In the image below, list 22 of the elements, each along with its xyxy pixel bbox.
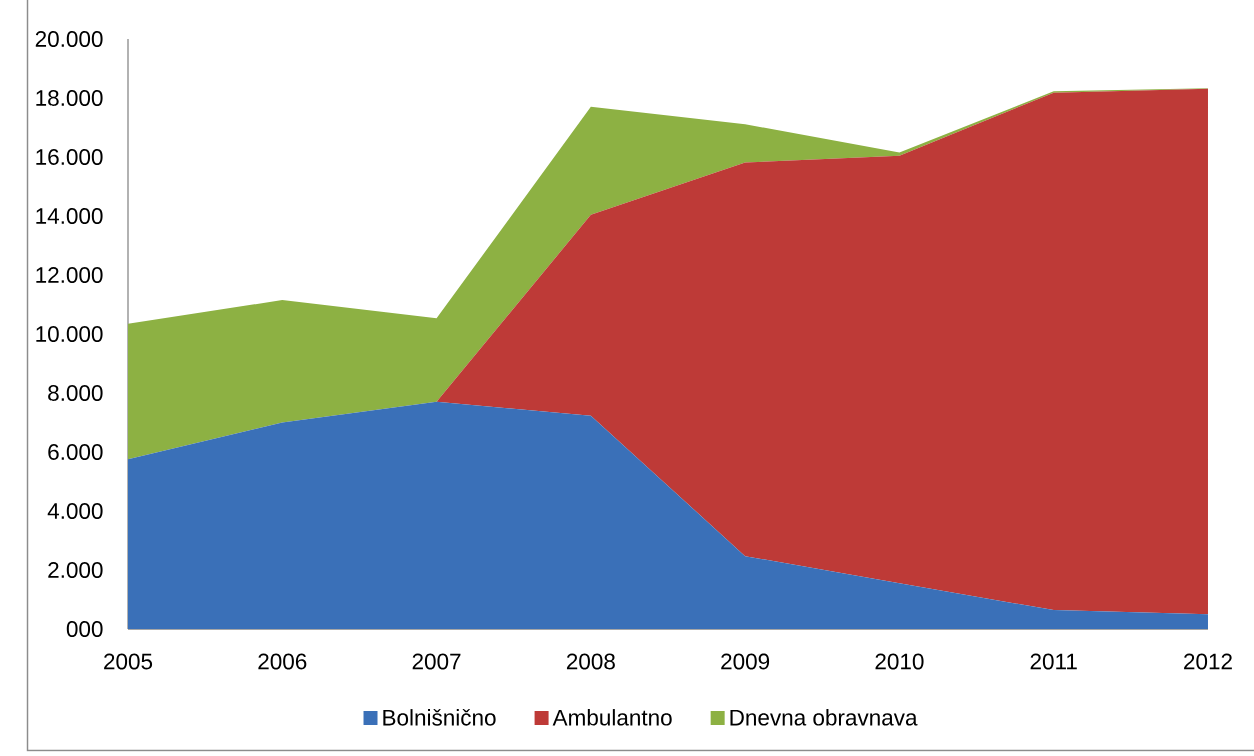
x-tick-label: 2008 (566, 653, 615, 670)
x-tick-label: 2012 (1184, 653, 1232, 670)
x-tick-label: 2006 (258, 653, 307, 670)
x-tick-label: 2007 (412, 653, 461, 670)
x-tick-label: 2011 (1030, 653, 1077, 670)
legend-label: Ambulantno (552, 709, 672, 726)
y-tick-label: 8.000 (48, 385, 103, 401)
y-tick-label: 6.000 (48, 444, 103, 460)
legend-label: Dnevna obravnava (730, 709, 918, 726)
y-tick-label: 20.000 (35, 31, 103, 47)
y-tick-label: 14.000 (36, 208, 103, 224)
y-tick-label: 18.000 (36, 90, 103, 106)
y-tick-label: 10.000 (36, 326, 103, 342)
y-tick-label: 4.000 (47, 503, 103, 519)
legend-label: Bolnišnično (383, 709, 496, 726)
y-tick-label: 12.000 (36, 267, 103, 283)
x-tick-label: 2009 (721, 653, 770, 670)
y-tick-label: 2.000 (48, 562, 103, 578)
x-tick-label: 2010 (875, 653, 924, 670)
y-tick-label: 000 (66, 621, 103, 637)
x-tick-label: 2005 (104, 653, 153, 670)
y-tick-label: 16.000 (36, 149, 103, 165)
